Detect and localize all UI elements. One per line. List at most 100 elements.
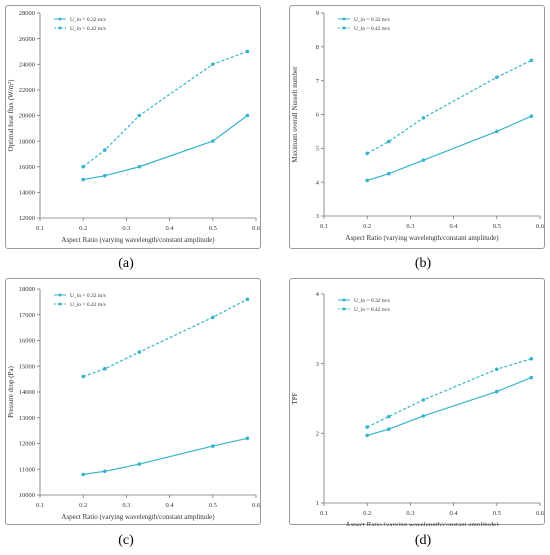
legend-label: U_in = 0.42 m/s <box>354 307 390 313</box>
caption-d: (d) <box>414 533 432 548</box>
legend-label: U_in = 0.32 m/s <box>354 298 390 304</box>
data-point <box>103 367 107 371</box>
x-tick-label: 0.3 <box>406 223 414 230</box>
legend-label: U_in = 0.32 m/s <box>354 17 390 23</box>
legend-label: U_in = 0.32 m/s <box>70 293 106 299</box>
x-tick-label: 0.5 <box>493 510 501 517</box>
x-tick-label: 0.4 <box>166 225 175 232</box>
legend-marker <box>342 298 346 302</box>
x-tick-label: 0.1 <box>320 223 328 230</box>
y-tick-label: 6 <box>316 112 320 119</box>
y-tick-label: 22000 <box>19 87 35 94</box>
y-axis-label: Pressure drop (Pa) <box>7 365 15 417</box>
legend-label: U_in = 0.32 m/s <box>70 17 106 23</box>
data-point <box>211 62 215 67</box>
data-point <box>137 164 142 169</box>
legend-label: U_in = 0.42 m/s <box>70 26 106 32</box>
data-point <box>387 139 391 144</box>
y-tick-label: 18000 <box>19 286 35 293</box>
x-tick-label: 0.6 <box>536 223 545 230</box>
x-axis-label: Aspect Ratio (varying wavelength/constan… <box>345 521 499 526</box>
x-axis-label: Aspect Ratio (varying wavelength/constan… <box>61 236 215 244</box>
x-tick-label: 0.3 <box>406 510 414 517</box>
y-tick-label: 17000 <box>19 312 35 319</box>
data-point <box>365 151 369 156</box>
y-tick-label: 26000 <box>19 36 35 43</box>
x-tick-label: 0.3 <box>122 502 130 509</box>
legend-marker <box>342 26 346 30</box>
series-line-0 <box>83 437 248 475</box>
y-tick-label: 16000 <box>19 338 35 345</box>
y-tick-label: 11000 <box>19 466 35 473</box>
x-tick-label: 0.5 <box>493 223 501 230</box>
data-point <box>245 297 250 302</box>
data-point <box>421 116 426 120</box>
x-axis-label: Aspect Ratio (varying wavelength/constan… <box>345 234 499 242</box>
y-tick-label: 9 <box>316 10 319 17</box>
y-tick-label: 5 <box>316 146 319 153</box>
data-point <box>529 375 534 380</box>
caption-c: (c) <box>118 533 134 548</box>
data-point <box>421 158 426 162</box>
chart-svg-d: 0.1 0.2 0.3 0.4 0.5 0.6 1 2 3 4 Aspect Ratio (vary… <box>291 291 545 526</box>
data-point <box>137 462 142 466</box>
data-point <box>81 177 85 182</box>
x-tick-label: 0.1 <box>36 502 44 509</box>
series-line-1 <box>82 298 248 378</box>
data-point <box>137 113 142 118</box>
chart-panel-b: 0.1 0.2 0.3 0.4 0.5 0.6 3 4 5 6 7 8 9 Aspect Ratio (v… <box>289 5 545 249</box>
series-line-1 <box>366 358 532 428</box>
x-tick-label: 0.5 <box>209 225 217 232</box>
chart-panel-a: 0.1 0.2 0.3 0.4 0.5 0.6 12000 14000 16000 18000 20… <box>5 5 261 249</box>
data-point <box>103 469 107 474</box>
y-tick-label: 28000 <box>19 10 35 17</box>
data-point <box>529 58 534 63</box>
y-tick-label: 16000 <box>19 164 35 171</box>
y-tick-label: 14000 <box>19 389 35 396</box>
series-line-1 <box>366 59 532 154</box>
y-axis-label: TPF <box>291 392 299 404</box>
caption-a: (a) <box>118 256 134 271</box>
data-point <box>103 173 107 178</box>
x-tick-label: 0.6 <box>252 225 261 232</box>
data-point <box>103 148 107 152</box>
y-axis-label: Optimal heat flux (W/m²) <box>7 79 15 152</box>
y-axis-label: Maximum overall Nusselt number <box>291 66 299 163</box>
x-axis-label: Aspect Ratio (varying wavelength/constan… <box>61 513 215 521</box>
data-point <box>421 414 426 418</box>
chart-svg-c: 0.1 0.2 0.3 0.4 0.5 0.6 10000 11000 12000 13000 14… <box>7 286 261 521</box>
y-tick-label: 14000 <box>19 190 35 197</box>
legend-marker <box>342 17 346 21</box>
data-point <box>365 425 369 429</box>
y-tick-label: 7 <box>316 78 320 85</box>
data-point <box>81 472 85 477</box>
y-tick-label: 12000 <box>19 441 35 448</box>
data-point <box>421 398 426 402</box>
series-line-1 <box>82 50 248 168</box>
y-tick-label: 3 <box>316 361 319 368</box>
series-line-0 <box>367 377 532 436</box>
data-point <box>387 171 391 176</box>
caption-b: (b) <box>414 256 432 271</box>
data-point <box>211 315 215 320</box>
chart-panel-d: 0.1 0.2 0.3 0.4 0.5 0.6 1 2 3 4 Aspect Ratio (vary… <box>289 278 545 526</box>
series-line-0 <box>367 115 532 182</box>
x-tick-label: 0.1 <box>36 225 44 232</box>
data-point <box>529 114 534 118</box>
y-tick-label: 24000 <box>19 61 35 68</box>
data-point <box>387 414 391 419</box>
data-point <box>365 178 369 183</box>
y-tick-label: 10000 <box>19 492 35 499</box>
legend-label: U_in = 0.42 m/s <box>70 302 106 308</box>
data-point <box>245 49 250 54</box>
chart-panel-c: 0.1 0.2 0.3 0.4 0.5 0.6 10000 11000 12000 13000 14… <box>5 278 261 525</box>
x-tick-label: 0.4 <box>450 223 459 230</box>
data-point <box>495 129 499 134</box>
data-point <box>137 350 142 354</box>
x-tick-label: 0.2 <box>363 510 371 517</box>
y-tick-label: 3 <box>316 213 319 220</box>
data-point <box>495 367 499 372</box>
chart-svg-b: 0.1 0.2 0.3 0.4 0.5 0.6 3 4 5 6 7 8 9 Aspect Ratio (v… <box>291 10 545 242</box>
x-tick-label: 0.6 <box>252 502 261 509</box>
x-tick-label: 0.5 <box>209 502 217 509</box>
